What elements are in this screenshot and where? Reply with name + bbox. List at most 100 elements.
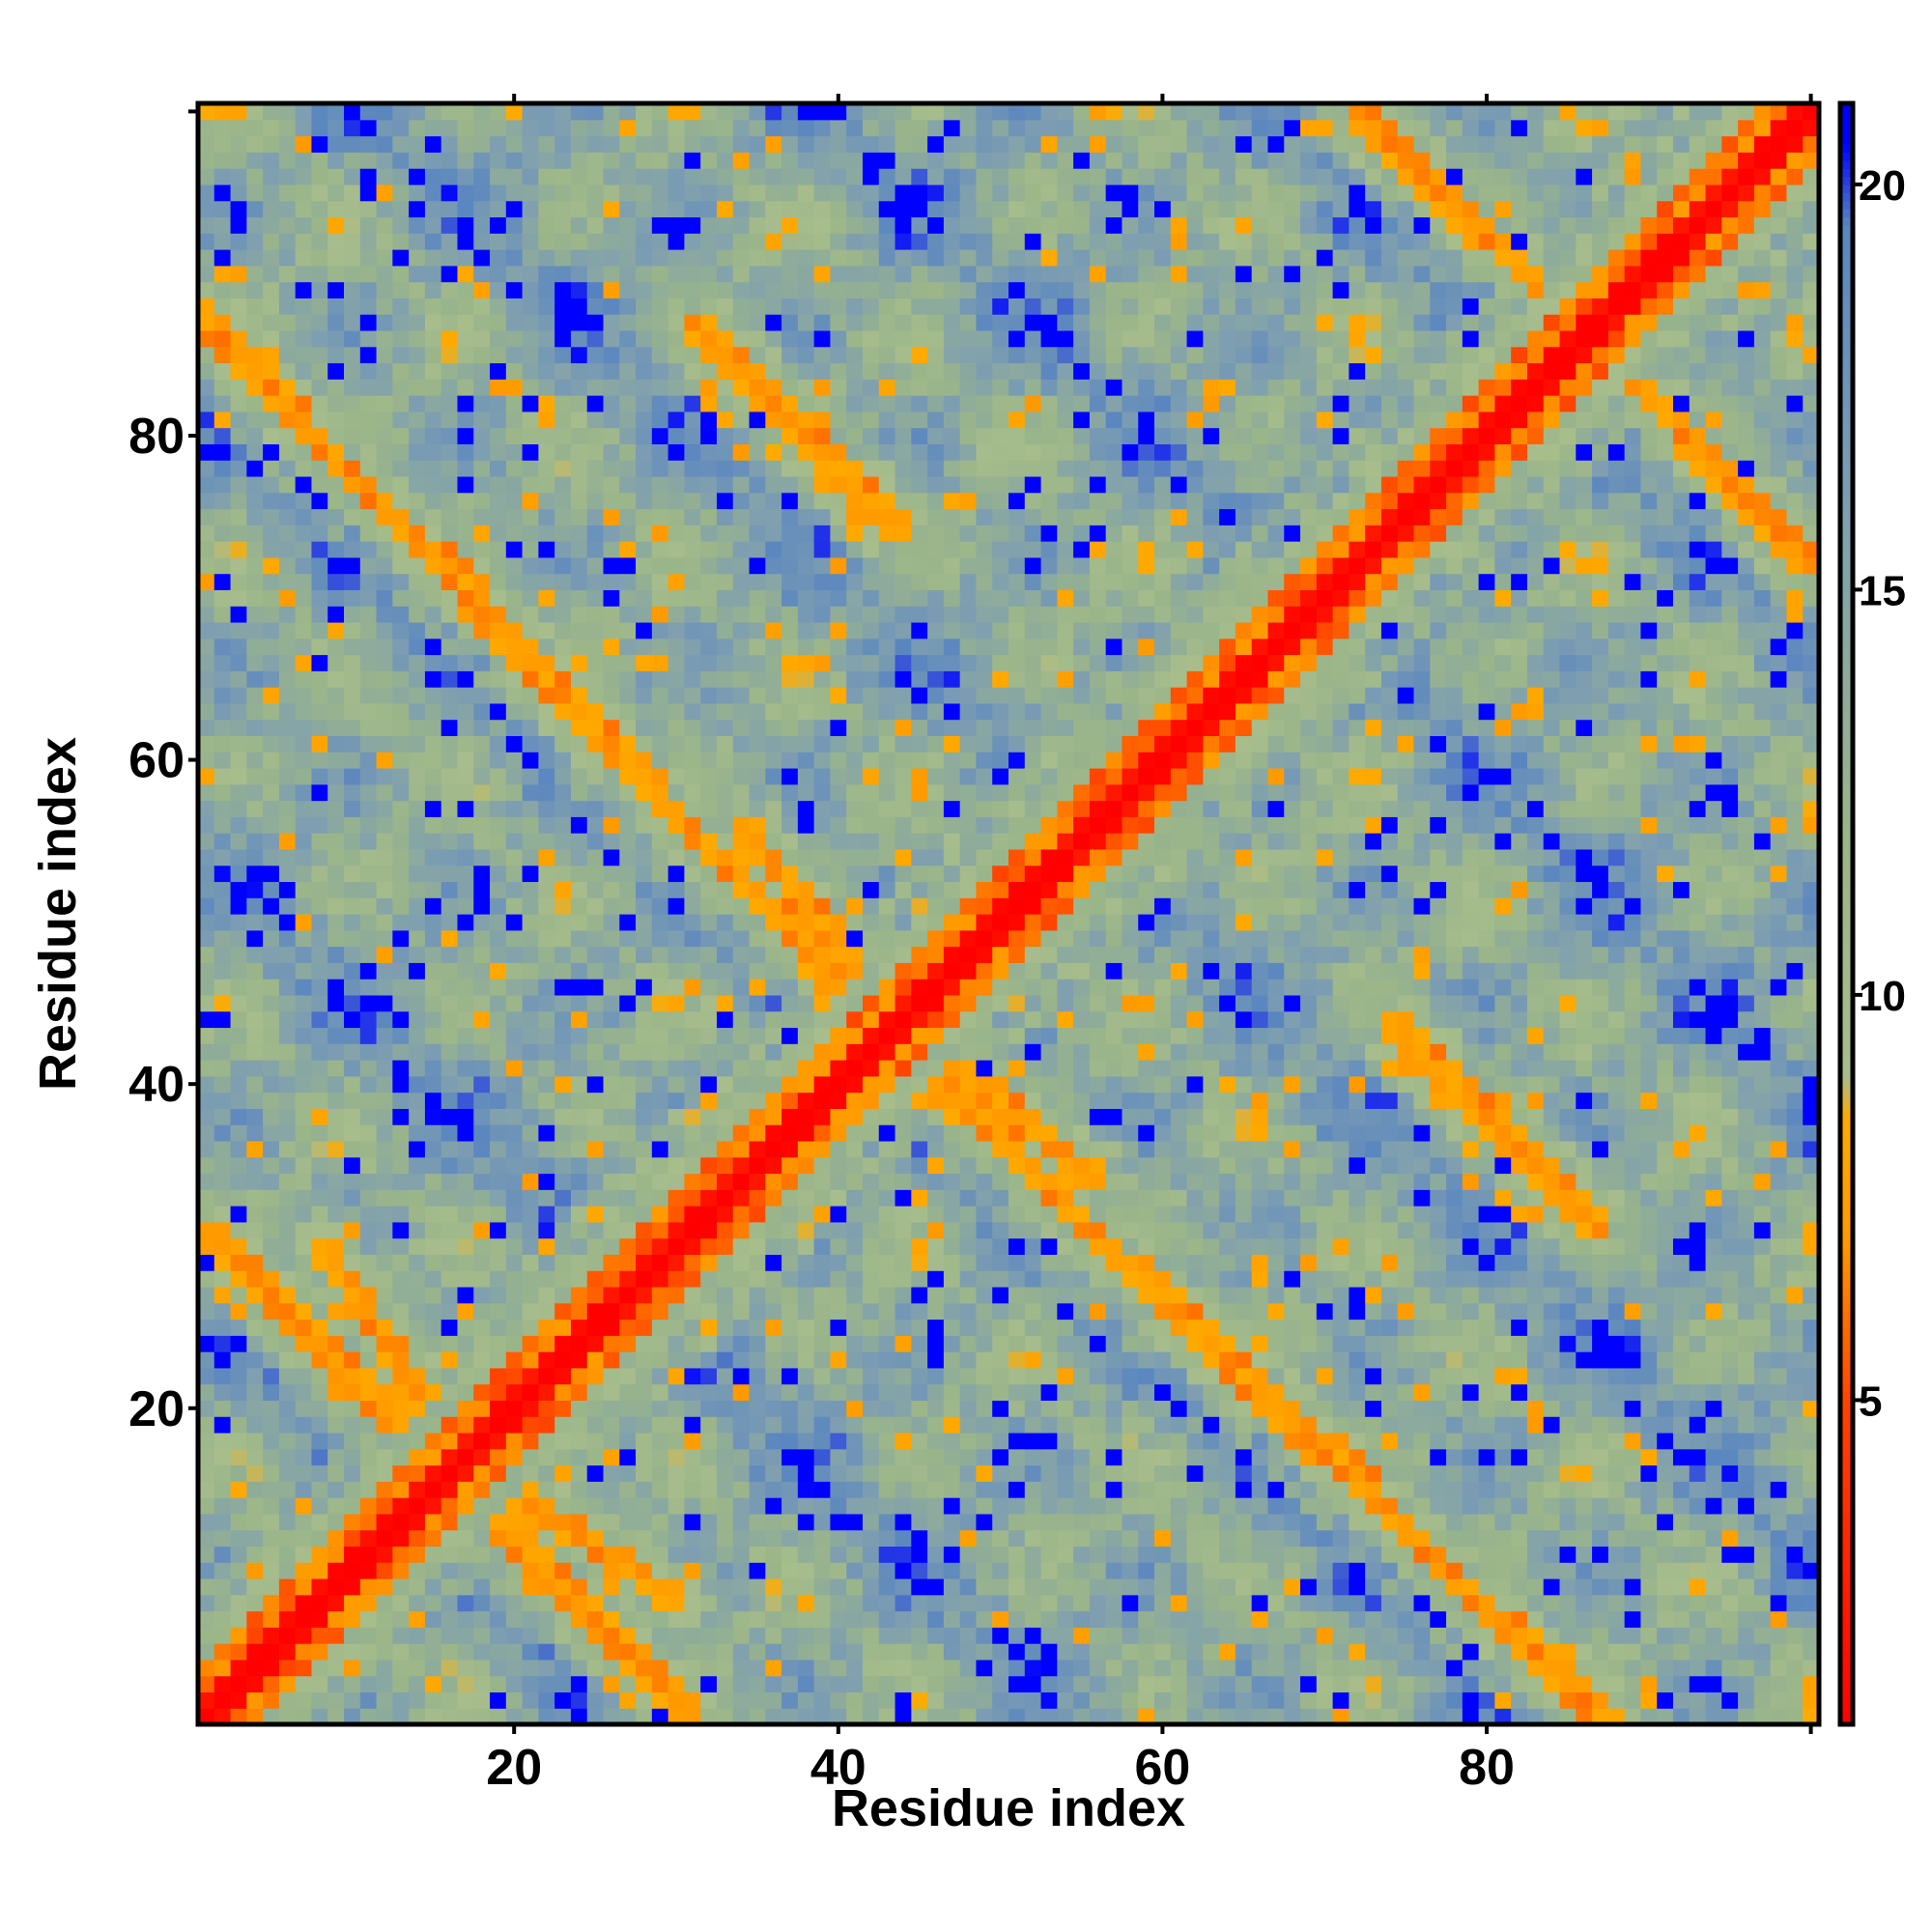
heatmap-cell <box>213 1156 232 1175</box>
heatmap-cell <box>586 249 605 267</box>
heatmap-cell <box>295 979 313 996</box>
heatmap-cell <box>636 1206 653 1223</box>
heatmap-cell <box>538 1708 555 1725</box>
heatmap-cell <box>1738 1464 1755 1482</box>
heatmap-cell <box>684 1302 701 1321</box>
heatmap-cell <box>505 1691 524 1709</box>
heatmap-cell <box>440 914 459 931</box>
heatmap-cell <box>1380 1708 1399 1725</box>
heatmap-cell <box>392 460 410 477</box>
heatmap-cell <box>344 1237 361 1255</box>
heatmap-cell <box>327 1156 345 1175</box>
heatmap-cell <box>603 1416 620 1434</box>
heatmap-cell <box>1770 1577 1788 1596</box>
heatmap-cell <box>700 1529 718 1548</box>
heatmap-cell <box>278 492 297 510</box>
heatmap-cell <box>278 816 297 834</box>
heatmap-cell <box>1738 1416 1755 1434</box>
heatmap-cell <box>327 783 345 802</box>
heatmap-cell <box>311 508 328 526</box>
heatmap-cell <box>376 1594 393 1612</box>
heatmap-cell <box>311 1010 328 1029</box>
heatmap-cell <box>895 1367 912 1385</box>
heatmap-cell <box>862 1594 880 1612</box>
heatmap-cell <box>440 362 459 380</box>
heatmap-cell <box>473 1497 491 1515</box>
heatmap-cell <box>668 1206 685 1223</box>
heatmap-cell <box>716 1335 734 1352</box>
heatmap-cell <box>505 103 524 121</box>
heatmap-cell <box>1316 1562 1334 1579</box>
heatmap-cell <box>473 475 491 494</box>
heatmap-cell <box>473 265 491 283</box>
heatmap-cell <box>668 1302 685 1321</box>
heatmap-cell <box>1251 1254 1269 1271</box>
heatmap-cell <box>1430 1351 1447 1369</box>
heatmap-cell <box>1235 1691 1253 1709</box>
heatmap-cell <box>911 1708 928 1725</box>
heatmap-cell <box>213 1708 232 1725</box>
heatmap-cell <box>490 508 507 526</box>
heatmap-cell <box>327 1060 345 1077</box>
heatmap-cell <box>344 687 361 704</box>
heatmap-cell <box>1380 1513 1399 1531</box>
heatmap-cell <box>473 752 491 769</box>
heatmap-cell <box>392 1610 410 1628</box>
heatmap-cell <box>1657 1367 1674 1385</box>
heatmap-cell <box>1073 1594 1091 1612</box>
heatmap-cell <box>1624 1286 1642 1304</box>
heatmap-cell <box>1413 1610 1431 1628</box>
heatmap-cell <box>1170 1627 1188 1644</box>
heatmap-cell <box>636 946 653 963</box>
heatmap-cell <box>246 1481 264 1498</box>
heatmap-cell <box>603 800 620 817</box>
heatmap-cell <box>1526 1577 1545 1596</box>
heatmap-cell <box>213 1400 232 1417</box>
heatmap-cell <box>636 929 653 948</box>
heatmap-cell <box>457 1529 474 1548</box>
heatmap-cell <box>781 1367 799 1385</box>
heatmap-cell <box>1576 1594 1593 1612</box>
heatmap-cell <box>1576 1675 1593 1693</box>
heatmap-cell <box>457 1464 474 1482</box>
heatmap-cell <box>1365 1708 1382 1725</box>
heatmap-cell <box>943 1254 961 1271</box>
heatmap-cell <box>976 1335 993 1352</box>
heatmap-cell <box>505 962 524 980</box>
heatmap-cell <box>554 1140 572 1158</box>
heatmap-cell <box>344 362 361 380</box>
heatmap-cell <box>440 1156 459 1175</box>
heatmap-cell <box>522 1351 539 1369</box>
heatmap-cell <box>505 314 524 331</box>
heatmap-cell <box>570 833 588 850</box>
heatmap-cell <box>198 735 215 753</box>
heatmap-cell <box>198 541 215 558</box>
heatmap-cell <box>538 1010 555 1029</box>
heatmap-cell <box>522 1108 539 1125</box>
heatmap-cell <box>1576 1464 1593 1482</box>
heatmap-cell <box>1803 1675 1820 1693</box>
heatmap-cell <box>862 1691 880 1709</box>
heatmap-cell <box>619 1659 637 1677</box>
heatmap-cell <box>927 1659 945 1677</box>
heatmap-cell <box>246 719 264 737</box>
heatmap-cell <box>295 702 313 721</box>
heatmap-cell <box>1089 1481 1107 1498</box>
heatmap-cell <box>311 281 328 298</box>
heatmap-cell <box>570 1092 588 1109</box>
heatmap-cell <box>213 1254 232 1271</box>
heatmap-cell <box>586 1206 605 1223</box>
heatmap-cell <box>278 1221 297 1239</box>
heatmap-cell <box>311 427 328 444</box>
heatmap-cell <box>1543 1400 1561 1417</box>
heatmap-cell <box>1235 1577 1253 1596</box>
heatmap-cell <box>246 573 264 590</box>
heatmap-cell <box>959 1708 978 1725</box>
heatmap-cell <box>311 848 328 867</box>
heatmap-cell <box>392 1659 410 1677</box>
heatmap-cell <box>311 1060 328 1077</box>
heatmap-cell <box>278 1286 297 1304</box>
heatmap-cell <box>246 1206 264 1223</box>
heatmap-cell <box>619 881 637 898</box>
heatmap-cell <box>198 994 215 1012</box>
